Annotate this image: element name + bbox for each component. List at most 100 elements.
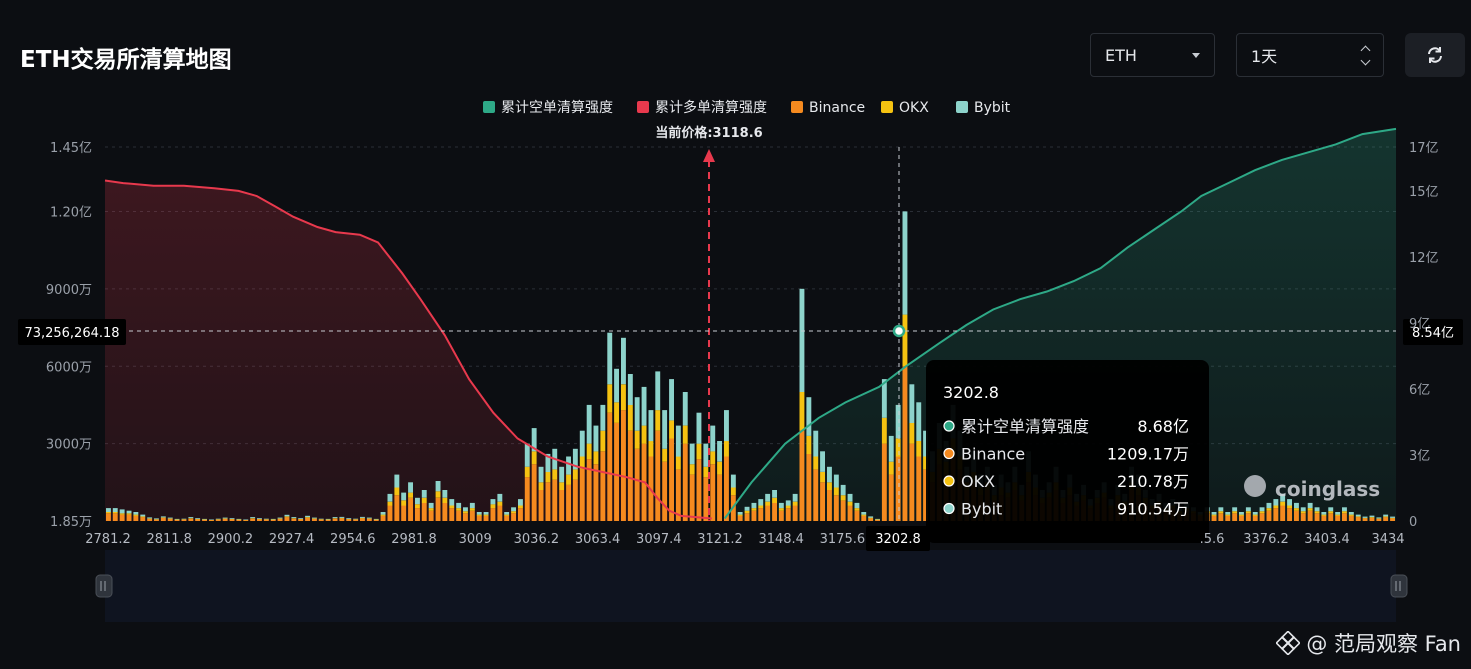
x-tick-label: 3036.2: [514, 532, 560, 547]
bar-bybit: [497, 493, 503, 502]
bar-bybit: [222, 517, 228, 519]
bar-bybit: [435, 481, 441, 492]
x-tick-label: 3175.6: [820, 532, 866, 547]
bar-bybit: [490, 499, 496, 505]
bar-okx: [710, 451, 716, 465]
bar-binance: [435, 497, 441, 521]
bar-okx: [469, 508, 475, 511]
bar-okx: [1342, 511, 1347, 514]
bar-bybit: [291, 517, 297, 519]
bar-binance: [696, 459, 702, 521]
legend-swatch[interactable]: [483, 101, 495, 113]
bar-okx: [490, 504, 496, 509]
period-select[interactable]: 1天: [1236, 33, 1384, 77]
bar-bybit: [215, 518, 221, 520]
bar-binance: [1218, 513, 1224, 521]
tooltip-row-value: 8.68亿: [1137, 417, 1189, 436]
bar-binance: [408, 497, 413, 521]
bar-okx: [298, 518, 304, 520]
tooltip-dot: [943, 420, 955, 432]
bar-binance: [167, 518, 173, 521]
bar-okx: [222, 518, 228, 519]
bar-okx: [579, 456, 585, 470]
x-tick-label: 3009: [459, 532, 492, 547]
legend-swatch[interactable]: [881, 101, 893, 113]
watermark-text: @ 范局观察 Fan: [1306, 632, 1461, 656]
bar-bybit: [250, 517, 256, 519]
bar-bybit: [895, 404, 901, 439]
bar-okx: [751, 508, 757, 511]
asset-select[interactable]: ETH: [1090, 33, 1215, 77]
y-left-tick-label: 3000万: [46, 438, 92, 453]
legend-swatch[interactable]: [956, 101, 968, 113]
bar-okx: [291, 518, 297, 519]
bar-bybit: [682, 392, 688, 426]
bar-binance: [1314, 513, 1320, 521]
crosshair-right-badge: [1403, 319, 1463, 345]
bar-binance: [703, 477, 709, 521]
bar-binance: [106, 513, 111, 521]
current-price-arrow-icon: [703, 149, 715, 162]
legend-swatch[interactable]: [637, 101, 649, 113]
bar-okx: [325, 519, 331, 520]
bar-binance: [572, 479, 578, 521]
bar-bybit: [593, 425, 599, 452]
legend-swatch[interactable]: [791, 101, 803, 113]
bar-bybit: [284, 514, 290, 517]
bar-bybit: [765, 493, 771, 502]
bar-bybit: [1376, 517, 1382, 519]
bar-bybit: [277, 517, 283, 519]
bar-bybit: [1218, 507, 1224, 512]
bar-binance: [827, 490, 832, 521]
bar-bybit: [394, 474, 400, 488]
bar-bybit: [813, 430, 819, 457]
range-slider-track[interactable]: [105, 550, 1396, 622]
bar-okx: [456, 508, 462, 511]
bar-bybit: [1211, 512, 1217, 515]
bar-okx: [621, 384, 626, 411]
refresh-button[interactable]: [1405, 33, 1465, 77]
bar-binance: [772, 502, 777, 521]
range-slider-handle-left[interactable]: [95, 574, 113, 598]
chevron-down-icon: [1192, 52, 1200, 58]
bar-okx: [545, 472, 551, 483]
bar-bybit: [696, 412, 702, 444]
bar-okx: [923, 456, 928, 470]
bar-bybit: [868, 516, 874, 518]
refresh-icon: [1428, 47, 1442, 63]
legend-label: OKX: [899, 100, 929, 116]
bar-binance: [1266, 510, 1272, 521]
bar-binance: [682, 443, 688, 521]
bar-okx: [360, 517, 365, 519]
bar-binance: [916, 456, 922, 521]
bar-okx: [1252, 514, 1258, 516]
bar-binance: [524, 477, 530, 521]
bar-bybit: [353, 518, 359, 520]
bar-binance: [1328, 513, 1334, 521]
bar-bybit: [318, 518, 324, 520]
bar-binance: [490, 508, 496, 521]
bar-bybit: [861, 512, 867, 515]
tooltip-row-label: Binance: [961, 445, 1025, 464]
range-slider-handle-right[interactable]: [1390, 574, 1408, 598]
bar-binance: [126, 514, 132, 521]
bar-bybit: [854, 502, 860, 509]
bar-okx: [401, 500, 407, 506]
bar-okx: [1300, 511, 1306, 514]
bar-bybit: [1321, 512, 1327, 515]
bar-bybit: [263, 518, 269, 520]
crosshair-right-value: 8.54亿: [1412, 326, 1454, 341]
bar-bybit: [1390, 516, 1395, 518]
legend-label: 累计空单清算强度: [501, 100, 613, 116]
bar-binance: [119, 514, 125, 521]
bar-binance: [1335, 515, 1341, 521]
bar-okx: [1383, 516, 1389, 518]
bar-bybit: [875, 518, 880, 520]
bar-binance: [854, 510, 860, 521]
bar-bybit: [1328, 507, 1334, 512]
bar-okx: [524, 466, 530, 478]
bar-binance: [147, 518, 153, 521]
bar-binance: [504, 515, 510, 521]
bar-bybit: [607, 332, 613, 385]
